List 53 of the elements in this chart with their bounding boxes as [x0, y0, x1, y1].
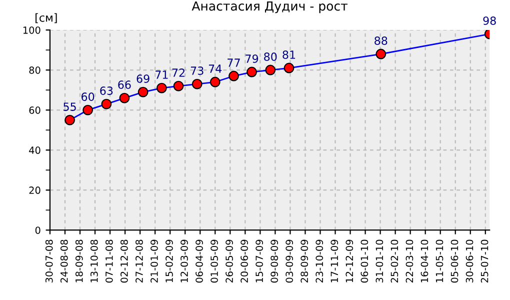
- data-label: 72: [172, 68, 184, 77]
- x-tick-label: 27-12-08: [136, 240, 143, 283]
- x-tick-label: 09-08-09: [270, 240, 278, 283]
- x-tick-label: 16-04-10: [420, 240, 428, 282]
- x-tick-label: 20-06-09: [240, 240, 248, 283]
- x-tick-label: 30-07-08: [45, 240, 53, 283]
- y-tick-label: 0: [35, 226, 40, 234]
- x-tick-label: 03-09-09: [286, 240, 294, 283]
- x-tick-label: 25-02-10: [390, 240, 398, 283]
- x-tick-label: 15-02-09: [166, 240, 173, 282]
- x-tick-label: 01-05-09: [210, 240, 218, 283]
- data-label: 66: [118, 80, 131, 89]
- x-tick-label: 28-09-09: [300, 240, 308, 283]
- data-label: 81: [282, 50, 296, 59]
- y-tick-label: 20: [29, 186, 40, 194]
- x-tick-label: 31-01-10: [376, 240, 384, 283]
- x-tick-label: 06-04-09: [196, 240, 203, 283]
- x-tick-label: 05-06-10: [450, 240, 458, 283]
- chart-title: Анастасия Дудич - рост: [192, 1, 348, 14]
- x-tick-label: 18-09-08: [75, 240, 83, 282]
- data-label: 80: [264, 52, 277, 61]
- data-label: 71: [156, 70, 168, 79]
- x-tick-label: 12-12-09: [346, 240, 354, 282]
- x-tick-label: 30-06-10: [466, 240, 474, 283]
- data-label: 79: [246, 54, 258, 63]
- x-tick-label: 21-01-09: [150, 240, 158, 283]
- data-label: 74: [208, 64, 222, 73]
- y-tick-label: 60: [29, 106, 40, 114]
- x-tick-label: 02-12-08: [120, 240, 128, 283]
- y-tick-label: 100: [23, 26, 40, 34]
- x-tick-label: 12-03-09: [180, 240, 188, 282]
- x-tick-label: 22-03-10: [406, 240, 414, 283]
- x-tick-label: 17-11-09: [330, 240, 338, 282]
- data-label: 60: [82, 92, 94, 101]
- data-label: 73: [190, 66, 204, 75]
- x-tick-label: 26-05-09: [226, 240, 233, 283]
- x-tick-label: 13-10-08: [90, 240, 98, 282]
- y-tick-label: 40: [29, 146, 40, 154]
- data-label: 77: [228, 58, 240, 67]
- x-tick-label: 25-07-10: [480, 240, 488, 283]
- data-label: 69: [136, 74, 150, 83]
- y-tick-label: 80: [29, 66, 40, 74]
- y-axis-title: [см]: [36, 13, 57, 24]
- x-tick-label: 23-10-09: [316, 240, 324, 283]
- x-tick-label: 07-11-08: [106, 240, 113, 283]
- data-label: 63: [100, 86, 113, 95]
- x-tick-label: 15-07-09: [256, 240, 263, 282]
- x-tick-label: 11-05-10: [436, 240, 444, 282]
- x-tick-label: 06-01-10: [360, 240, 368, 283]
- data-label: 88: [374, 36, 388, 45]
- data-label: 98: [483, 16, 496, 25]
- x-tick-label: 24-08-08: [60, 240, 68, 283]
- data-label: 55: [64, 102, 76, 111]
